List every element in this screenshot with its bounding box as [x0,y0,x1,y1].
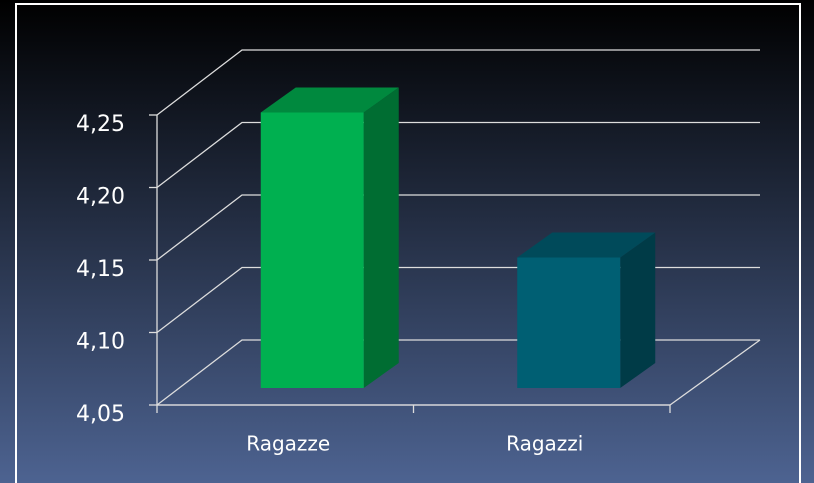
bar-top [260,87,399,113]
bar [260,87,399,388]
bar-front [260,112,364,388]
bar [517,232,656,388]
y-tick-label: 4,15 [76,257,125,282]
y-tick-label: 4,20 [76,185,125,210]
bar-side [363,87,399,388]
x-tick-label: Ragazze [246,432,330,456]
x-tick-label: Ragazzi [506,432,583,456]
y-tick-label: 4,10 [76,330,125,355]
bar-side [620,232,656,388]
grid-line [156,194,760,261]
y-tick-label: 4,25 [76,112,125,137]
grid-line [156,121,760,189]
grid-line [156,49,760,116]
bar-front [517,257,621,388]
bar-top [517,232,656,258]
y-tick-label: 4,05 [76,402,125,427]
frame [15,3,801,483]
